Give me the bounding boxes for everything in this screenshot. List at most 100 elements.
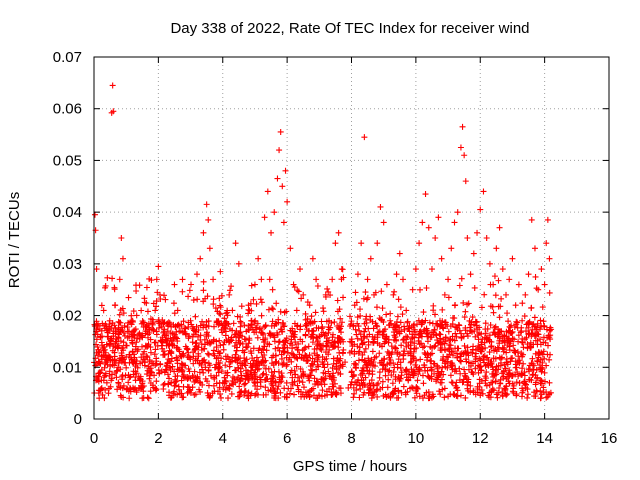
data-point — [521, 378, 528, 385]
y-tick-label: 0.05 — [53, 152, 82, 169]
data-point — [251, 281, 258, 288]
data-point — [494, 394, 501, 401]
data-point — [148, 369, 155, 376]
data-point — [274, 175, 281, 182]
data-point — [336, 322, 343, 329]
data-point — [438, 255, 445, 262]
data-point — [238, 360, 245, 367]
data-point — [115, 380, 122, 387]
data-point — [374, 323, 381, 330]
data-point — [464, 235, 471, 241]
data-point — [336, 385, 343, 392]
data-point — [227, 287, 234, 294]
data-point — [376, 369, 383, 376]
data-point — [499, 393, 506, 400]
data-point — [259, 346, 266, 353]
data-point — [202, 359, 209, 366]
data-point — [367, 255, 374, 262]
data-point — [496, 224, 503, 231]
data-point — [205, 351, 212, 358]
data-point — [182, 343, 189, 350]
data-point — [514, 348, 521, 355]
data-point — [170, 300, 177, 307]
data-point — [303, 353, 310, 360]
y-tick-label: 0 — [74, 411, 82, 428]
data-point — [165, 342, 172, 349]
data-point — [255, 255, 262, 262]
data-point — [362, 289, 369, 296]
data-point — [496, 380, 503, 387]
data-point — [546, 356, 553, 363]
data-point — [346, 349, 353, 356]
data-point — [349, 373, 356, 380]
data-point — [421, 349, 428, 356]
y-tick-label: 0.06 — [53, 101, 82, 118]
data-point — [431, 343, 438, 350]
data-point — [251, 392, 258, 399]
data-point — [165, 322, 172, 329]
data-point — [529, 366, 536, 373]
data-point — [238, 372, 245, 379]
data-point — [155, 263, 162, 270]
data-point — [355, 357, 362, 364]
data-point — [191, 346, 198, 353]
data-point — [131, 351, 138, 358]
data-point — [248, 350, 255, 357]
data-point — [144, 343, 151, 350]
data-point — [416, 366, 423, 373]
data-point — [414, 377, 421, 384]
data-point — [538, 266, 545, 273]
data-point — [218, 355, 225, 362]
data-point — [284, 198, 291, 205]
data-point — [365, 370, 372, 377]
data-point — [353, 381, 360, 388]
data-point — [171, 331, 178, 338]
data-point — [482, 380, 489, 387]
data-point — [133, 358, 140, 365]
data-point — [393, 323, 400, 330]
data-point — [153, 276, 160, 283]
data-point — [262, 384, 269, 391]
data-point — [313, 366, 320, 373]
data-point — [364, 361, 371, 368]
data-point — [322, 370, 329, 377]
data-point — [230, 320, 237, 327]
data-point — [504, 335, 511, 342]
data-point — [197, 255, 204, 262]
data-point — [397, 359, 404, 366]
data-point — [470, 250, 477, 257]
data-point — [236, 330, 243, 337]
data-point — [189, 333, 196, 340]
data-point — [126, 384, 133, 391]
data-point — [266, 341, 273, 348]
data-point — [265, 387, 272, 394]
data-point — [537, 394, 544, 401]
data-point — [384, 361, 391, 368]
data-point — [506, 372, 513, 379]
data-point — [205, 216, 212, 223]
data-point — [299, 354, 306, 361]
data-point — [340, 338, 347, 345]
data-point — [400, 356, 407, 363]
data-point — [388, 343, 395, 350]
x-tick-label: 16 — [601, 430, 618, 447]
data-point — [245, 302, 252, 309]
data-point — [454, 387, 461, 394]
data-point — [377, 203, 384, 210]
data-point — [215, 365, 222, 372]
data-point — [506, 343, 513, 350]
data-point — [509, 380, 516, 387]
data-point — [280, 219, 287, 226]
data-point — [515, 281, 522, 288]
data-point — [236, 389, 243, 396]
data-point — [178, 323, 185, 330]
data-point — [118, 394, 125, 401]
data-point — [544, 334, 551, 341]
data-point — [337, 315, 344, 322]
data-point — [200, 369, 207, 376]
data-point — [509, 355, 516, 362]
data-point — [398, 369, 405, 376]
data-point — [220, 341, 227, 348]
data-point — [490, 281, 497, 288]
data-point — [139, 333, 146, 340]
